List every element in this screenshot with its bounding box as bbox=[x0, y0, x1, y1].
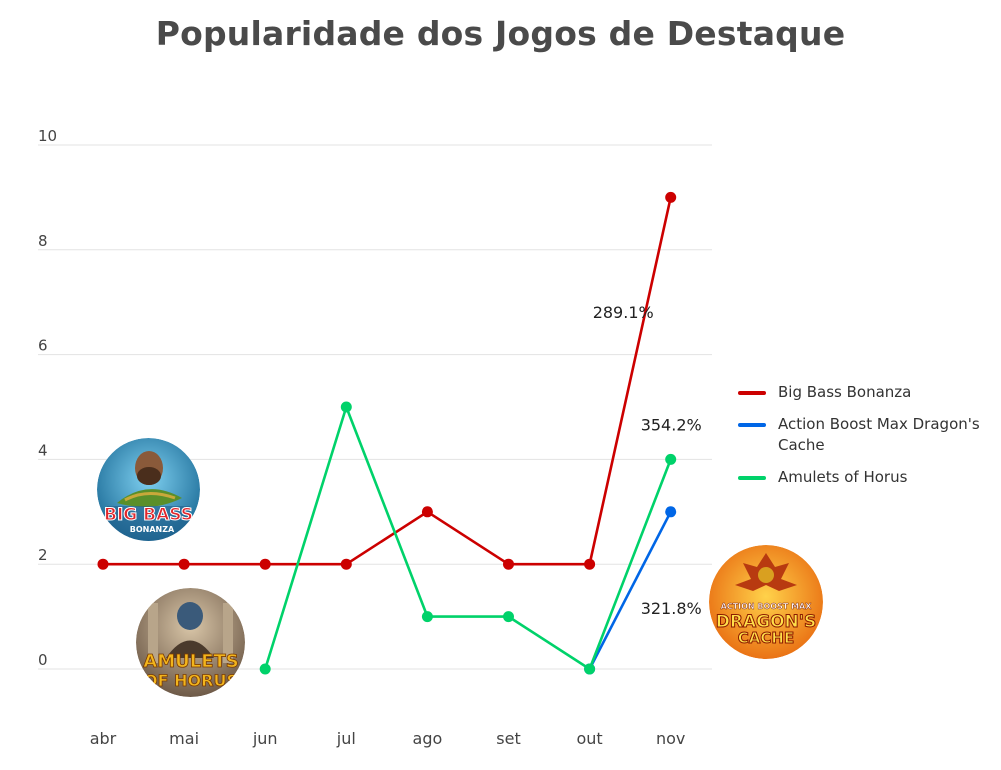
y-tick-label: 8 bbox=[38, 232, 48, 250]
dragons-cache-logo-text: DRAGON'S bbox=[716, 612, 816, 632]
data-point-2 bbox=[421, 611, 433, 623]
x-tick-label: set bbox=[496, 729, 520, 748]
y-tick-label: 10 bbox=[38, 127, 57, 145]
data-point-0 bbox=[665, 191, 677, 203]
data-point-1 bbox=[665, 506, 677, 518]
chart-title: Popularidade dos Jogos de Destaque bbox=[155, 14, 846, 53]
data-point-0 bbox=[178, 558, 190, 570]
data-point-2 bbox=[665, 453, 677, 465]
x-tick-label: mai bbox=[169, 729, 199, 748]
big-bass-logo-text: BIG BASS bbox=[104, 505, 193, 525]
series-line-2 bbox=[263, 405, 672, 671]
y-tick-label: 2 bbox=[38, 546, 48, 564]
data-point-0 bbox=[259, 558, 271, 570]
big-bass-bonanza-logo: BIG BASS BONANZA bbox=[97, 438, 200, 541]
amulets-logo-text: AMULETS bbox=[143, 651, 238, 672]
data-point-0 bbox=[584, 558, 596, 570]
y-tick-label: 0 bbox=[38, 651, 48, 669]
data-point-2 bbox=[259, 663, 271, 675]
big-bass-logo-subtext: BONANZA bbox=[130, 525, 175, 534]
data-point-2 bbox=[340, 401, 352, 413]
amulets-of-horus-logo: AMULETS OF HORUS bbox=[136, 588, 245, 697]
dragons-cache-logo-toptext: ACTION BOOST MAX bbox=[721, 602, 813, 611]
legend-label: Amulets of Horus bbox=[778, 468, 908, 486]
legend-label: Big Bass Bonanza bbox=[778, 383, 912, 401]
x-tick-label: abr bbox=[90, 729, 117, 748]
dragons-cache-logo: ACTION BOOST MAX DRAGON'S CACHE bbox=[709, 545, 823, 659]
x-tick-label: out bbox=[576, 729, 602, 748]
dragons-cache-logo-subtext: CACHE bbox=[738, 629, 794, 647]
data-point-0 bbox=[340, 558, 352, 570]
x-tick-label: jul bbox=[336, 729, 356, 748]
amulets-logo-subtext: OF HORUS bbox=[144, 671, 238, 690]
series-line-0 bbox=[103, 197, 672, 566]
data-point-2 bbox=[503, 611, 514, 623]
legend-item-amulets[interactable]: Amulets of Horus bbox=[738, 467, 998, 488]
legend-item-big-bass[interactable]: Big Bass Bonanza bbox=[738, 382, 998, 403]
legend-swatch-amulets bbox=[738, 476, 766, 480]
data-point-2 bbox=[584, 663, 596, 675]
y-tick-label: 6 bbox=[38, 337, 48, 355]
legend-swatch-dragons-cache bbox=[738, 423, 766, 427]
data-point-0 bbox=[503, 558, 514, 570]
x-tick-label: nov bbox=[656, 729, 685, 748]
data-annotation: 321.8% bbox=[641, 599, 702, 618]
data-point-0 bbox=[421, 506, 433, 518]
legend-swatch-big-bass bbox=[738, 391, 766, 395]
data-point-0 bbox=[97, 558, 109, 570]
series-line-1 bbox=[588, 511, 672, 670]
legend-item-dragons-cache[interactable]: Action Boost Max Dragon's Cache bbox=[738, 414, 998, 456]
data-annotation: 354.2% bbox=[641, 416, 702, 435]
legend: Big Bass Bonanza Action Boost Max Dragon… bbox=[738, 382, 998, 499]
x-tick-label: jun bbox=[252, 729, 278, 748]
x-tick-label: ago bbox=[413, 729, 443, 748]
data-annotation: 289.1% bbox=[593, 303, 654, 322]
y-tick-label: 4 bbox=[38, 441, 48, 459]
legend-label: Action Boost Max Dragon's Cache bbox=[778, 415, 980, 454]
